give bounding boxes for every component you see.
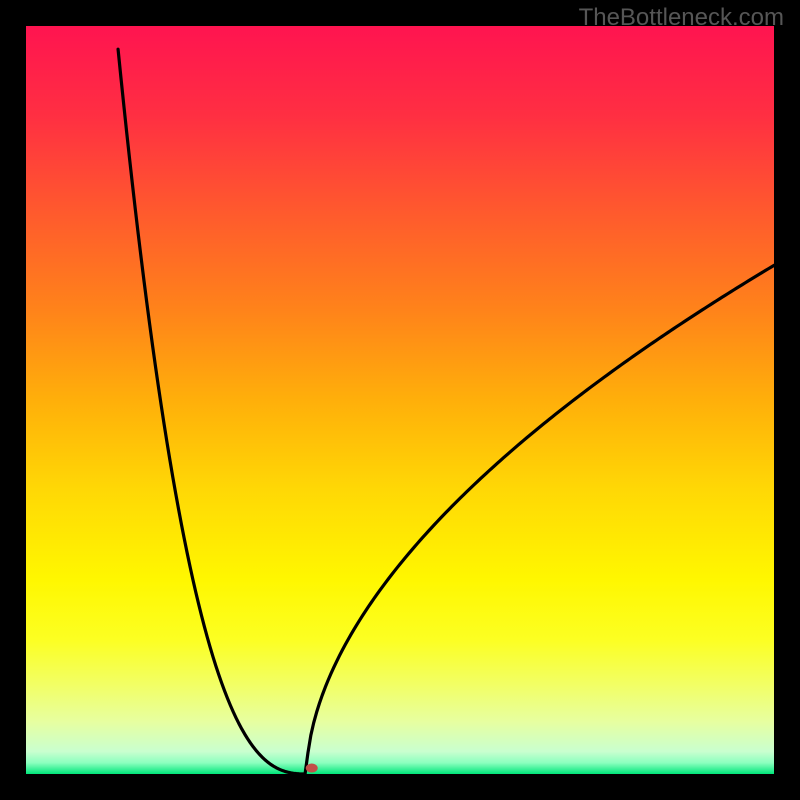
gradient-background [26, 26, 774, 774]
chart-frame: TheBottleneck.com [0, 0, 800, 800]
bottleneck-chart [0, 0, 800, 800]
optimum-marker [306, 764, 318, 773]
